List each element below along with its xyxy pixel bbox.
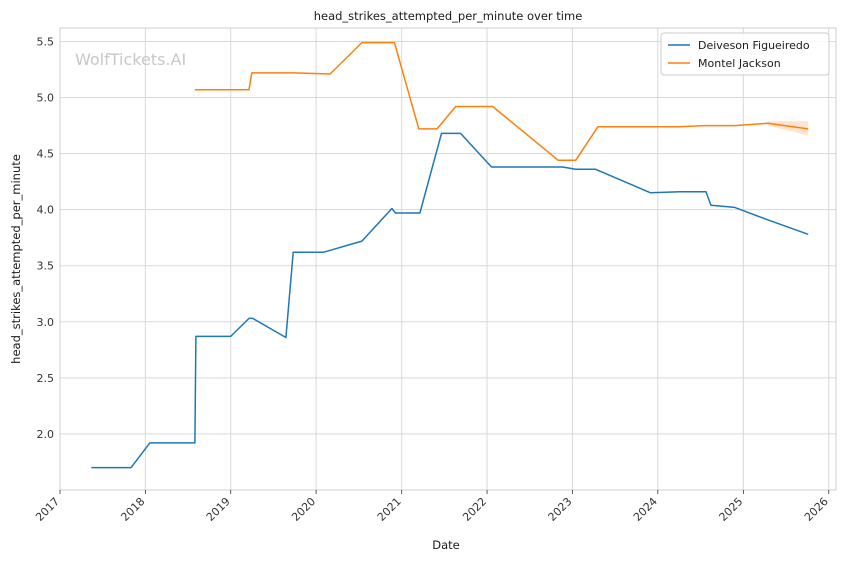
- y-tick-label: 2.5: [37, 372, 55, 385]
- legend-label-deiveson-figueiredo: Deiveson Figueiredo: [698, 39, 810, 52]
- y-tick-label: 2.0: [37, 428, 55, 441]
- legend: Deiveson Figueiredo Montel Jackson: [660, 32, 830, 76]
- plot-area: [60, 28, 836, 490]
- y-tick-labels: 2.0 2.5 3.0 3.5 4.0 4.5 5.0 5.5: [37, 35, 55, 440]
- y-tick-label: 5.5: [37, 35, 55, 48]
- series-line-montel-jackson: [194, 41, 809, 162]
- series-lines: [91, 41, 809, 469]
- y-tick-label: 3.0: [37, 316, 55, 329]
- grid: [59, 28, 836, 490]
- legend-box: [660, 32, 830, 76]
- y-tick-label: 5.0: [37, 92, 55, 105]
- watermark: WolfTickets.AI: [75, 50, 186, 69]
- y-tick-label: 4.0: [37, 204, 55, 217]
- y-tick-label: 3.5: [37, 260, 55, 273]
- chart-title: head_strikes_attempted_per_minute over t…: [314, 9, 583, 23]
- x-axis-label: Date: [432, 538, 460, 552]
- y-axis-label: head_strikes_attempted_per_minute: [9, 154, 23, 364]
- plot-frame: [59, 27, 837, 491]
- legend-label-montel-jackson: Montel Jackson: [698, 57, 781, 70]
- y-tick-label: 4.5: [37, 148, 55, 161]
- series-line-deiveson-figueiredo: [91, 132, 809, 469]
